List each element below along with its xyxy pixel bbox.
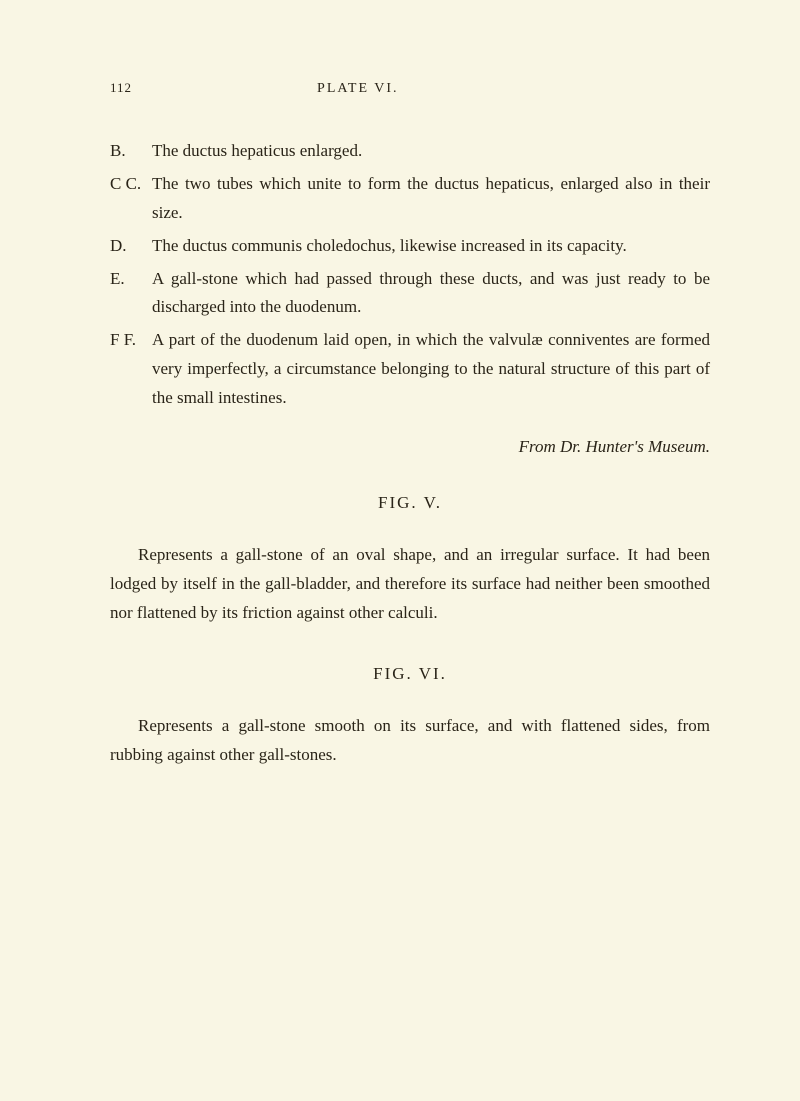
source-attribution: From Dr. Hunter's Museum. bbox=[110, 437, 710, 457]
page-header: 112 PLATE VI. bbox=[110, 80, 710, 97]
def-text: The ductus hepaticus enlarged. bbox=[152, 137, 710, 166]
def-label: E. bbox=[110, 265, 152, 323]
def-label: F F. bbox=[110, 326, 152, 413]
fig-v-heading: FIG. V. bbox=[110, 493, 710, 513]
def-label: B. bbox=[110, 137, 152, 166]
def-label: D. bbox=[110, 232, 152, 261]
page-number: 112 bbox=[110, 80, 132, 96]
def-text: The two tubes which unite to form the du… bbox=[152, 170, 710, 228]
def-text: A part of the duodenum laid open, in whi… bbox=[152, 326, 710, 413]
definition-e: E. A gall-stone which had passed through… bbox=[110, 265, 710, 323]
definition-ff: F F. A part of the duodenum laid open, i… bbox=[110, 326, 710, 413]
definition-list: B. The ductus hepaticus enlarged. C C. T… bbox=[110, 137, 710, 413]
def-text: The ductus communis choledochus, likewis… bbox=[152, 232, 710, 261]
definition-b: B. The ductus hepaticus enlarged. bbox=[110, 137, 710, 166]
fig-vi-text: Represents a gall-stone smooth on its su… bbox=[110, 712, 710, 770]
def-text: A gall-stone which had passed through th… bbox=[152, 265, 710, 323]
definition-cc: C C. The two tubes which unite to form t… bbox=[110, 170, 710, 228]
fig-vi-heading: FIG. VI. bbox=[110, 664, 710, 684]
def-label: C C. bbox=[110, 170, 152, 228]
fig-v-text: Represents a gall-stone of an oval shape… bbox=[110, 541, 710, 628]
plate-title: PLATE VI. bbox=[317, 81, 399, 97]
definition-d: D. The ductus communis choledochus, like… bbox=[110, 232, 710, 261]
